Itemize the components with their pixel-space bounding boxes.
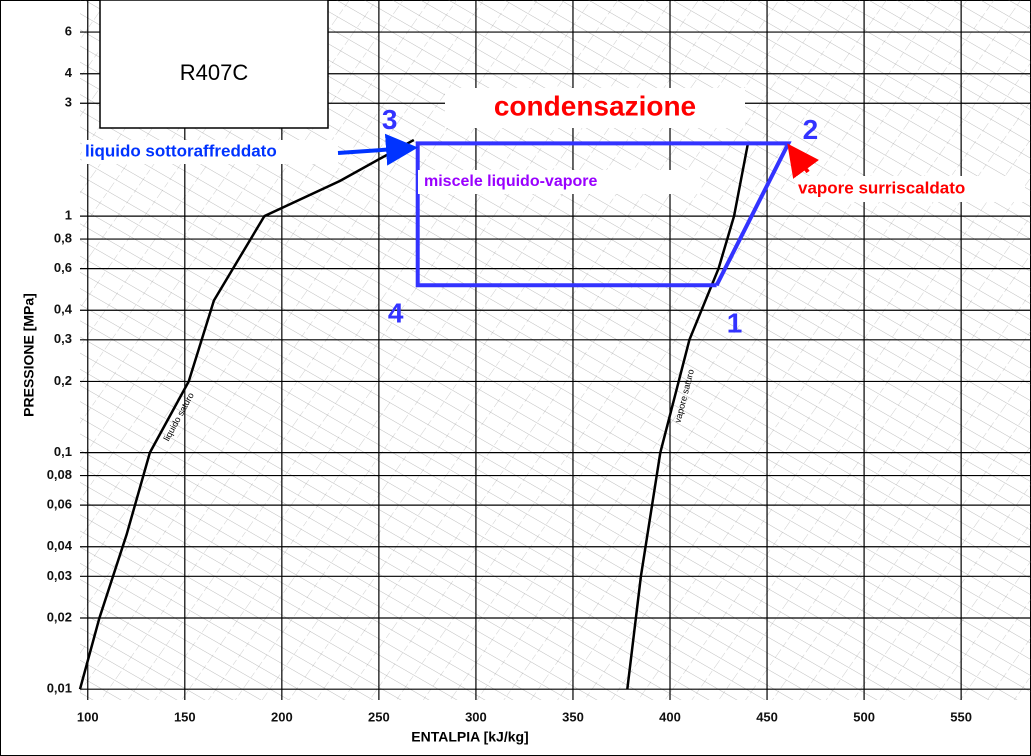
x-tick-label: 500 [853, 709, 875, 724]
y-tick-label: 0,08 [47, 467, 72, 482]
y-tick-label: 0,01 [47, 681, 72, 696]
x-tick-label: 350 [562, 709, 584, 724]
y-tick-label: 0,04 [47, 538, 73, 553]
y-tick-label: 0,06 [47, 497, 72, 512]
y-tick-label: 4 [65, 65, 73, 80]
y-tick-label: 0,6 [54, 260, 72, 275]
point-label: 1 [727, 308, 743, 339]
y-tick-label: 3 [65, 95, 72, 110]
chart-title: R407C [180, 60, 249, 85]
x-tick-label: 200 [271, 709, 293, 724]
annotation: vapore surriscaldato [798, 178, 965, 197]
x-axis-label: ENTALPIA [kJ/kg] [411, 729, 528, 745]
x-tick-label: 550 [950, 709, 972, 724]
y-tick-label: 0,4 [54, 302, 73, 317]
y-tick-label: 0,02 [47, 609, 72, 624]
y-tick-label: 0,2 [54, 373, 72, 388]
point-label: 3 [382, 104, 398, 135]
annotation: miscele liquido-vapore [424, 173, 597, 190]
x-tick-label: 100 [77, 709, 99, 724]
y-tick-label: 0,03 [47, 568, 72, 583]
x-tick-label: 450 [756, 709, 778, 724]
chart: liquido saturovapore saturo1234 R407C PR… [0, 0, 1031, 756]
annotation: liquido sottoraffreddato [85, 141, 277, 160]
y-axis-label: PRESSIONE [MPa] [21, 293, 37, 417]
y-tick-label: 0,8 [54, 230, 72, 245]
x-tick-label: 400 [659, 709, 681, 724]
y-tick-label: 6 [65, 24, 72, 39]
y-tick-label: 1 [65, 208, 72, 223]
x-tick-label: 250 [368, 709, 390, 724]
y-tick-label: 0,3 [54, 331, 72, 346]
point-label: 4 [388, 298, 404, 329]
point-label: 2 [803, 114, 819, 145]
annotation: condensazione [494, 90, 696, 121]
x-tick-label: 150 [174, 709, 196, 724]
y-tick-label: 0,1 [54, 444, 72, 459]
x-tick-label: 300 [465, 709, 487, 724]
